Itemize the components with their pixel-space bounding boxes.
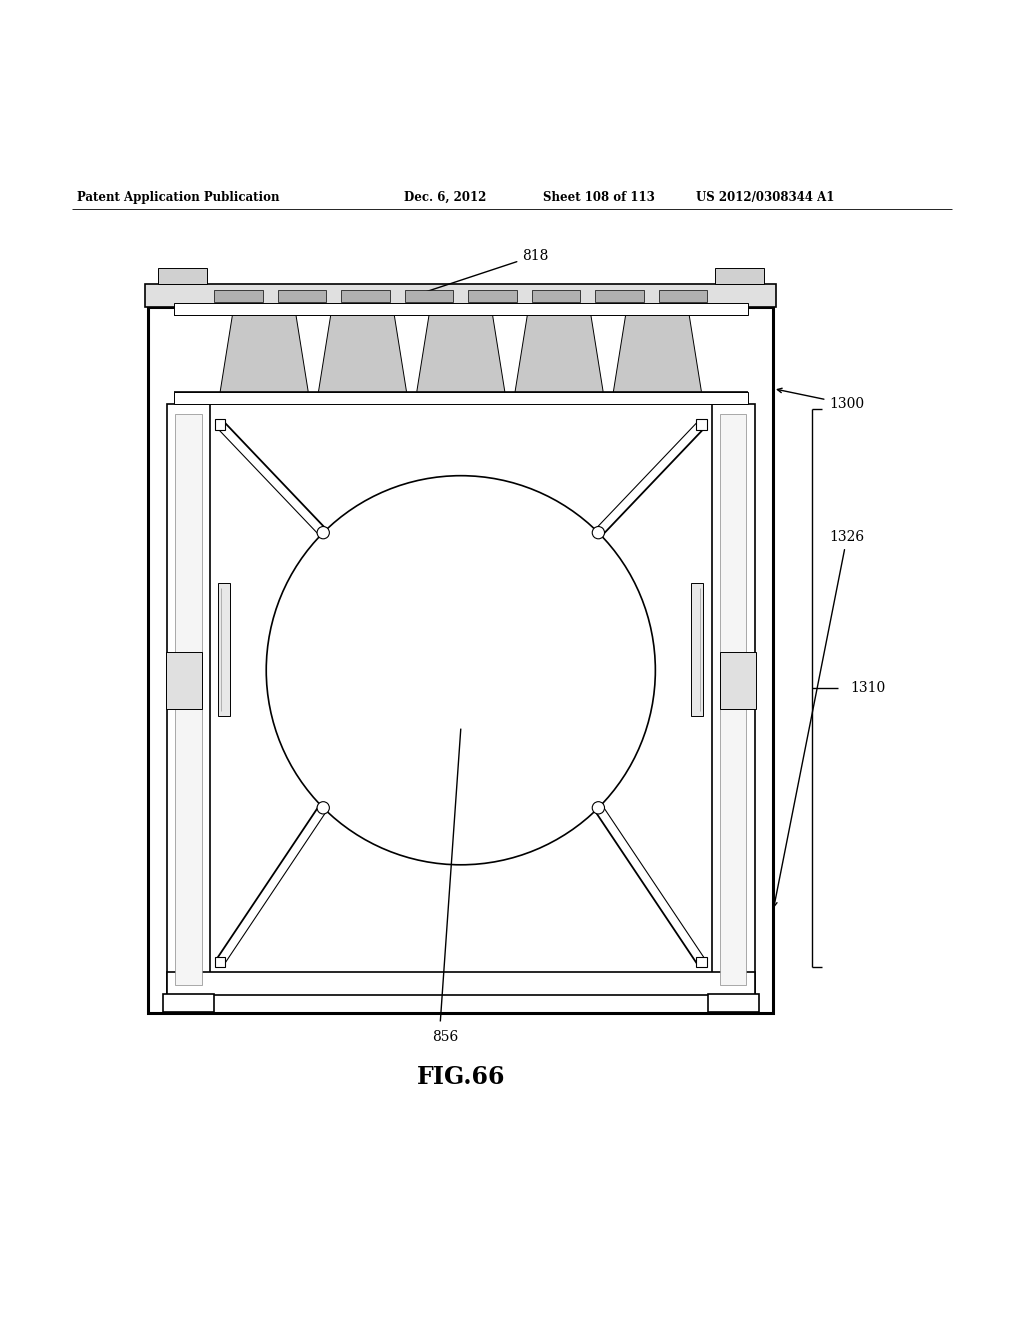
Bar bbox=[278, 290, 327, 302]
Bar bbox=[145, 284, 776, 306]
Bar bbox=[720, 414, 746, 985]
Bar bbox=[691, 583, 703, 717]
Text: Sheet 108 of 113: Sheet 108 of 113 bbox=[543, 190, 654, 203]
Bar bbox=[215, 420, 225, 429]
Bar bbox=[595, 290, 644, 302]
Bar bbox=[696, 420, 707, 429]
Bar bbox=[167, 973, 755, 995]
Text: US 2012/0308344 A1: US 2012/0308344 A1 bbox=[696, 190, 835, 203]
Polygon shape bbox=[515, 315, 603, 392]
Circle shape bbox=[592, 801, 604, 814]
Polygon shape bbox=[613, 315, 701, 392]
Bar bbox=[167, 404, 210, 995]
Circle shape bbox=[317, 801, 330, 814]
Bar bbox=[158, 268, 207, 284]
Text: Dec. 6, 2012: Dec. 6, 2012 bbox=[404, 190, 486, 203]
Bar bbox=[218, 583, 230, 717]
Polygon shape bbox=[417, 315, 505, 392]
Bar bbox=[531, 290, 581, 302]
Bar bbox=[214, 290, 263, 302]
Bar bbox=[175, 414, 202, 985]
Bar bbox=[166, 652, 202, 709]
Circle shape bbox=[317, 527, 330, 539]
Text: 856: 856 bbox=[432, 1030, 459, 1044]
Bar bbox=[658, 290, 708, 302]
Circle shape bbox=[592, 527, 604, 539]
Bar bbox=[708, 994, 759, 1012]
Bar bbox=[404, 290, 454, 302]
Text: 1300: 1300 bbox=[777, 388, 864, 411]
Bar bbox=[696, 957, 707, 968]
Polygon shape bbox=[220, 315, 308, 392]
Bar bbox=[341, 290, 390, 302]
Text: FIG.66: FIG.66 bbox=[417, 1065, 505, 1089]
Bar bbox=[174, 302, 748, 315]
Polygon shape bbox=[318, 315, 407, 392]
Bar bbox=[468, 290, 517, 302]
Bar bbox=[215, 957, 225, 968]
Text: Patent Application Publication: Patent Application Publication bbox=[77, 190, 280, 203]
Bar bbox=[720, 652, 756, 709]
Bar bbox=[712, 404, 755, 995]
Bar bbox=[174, 392, 748, 404]
Text: 818: 818 bbox=[418, 248, 549, 294]
Text: 1326: 1326 bbox=[773, 531, 864, 907]
Bar bbox=[715, 268, 764, 284]
Bar bbox=[148, 306, 773, 1014]
Text: 1310: 1310 bbox=[850, 681, 885, 696]
Bar bbox=[163, 994, 214, 1012]
